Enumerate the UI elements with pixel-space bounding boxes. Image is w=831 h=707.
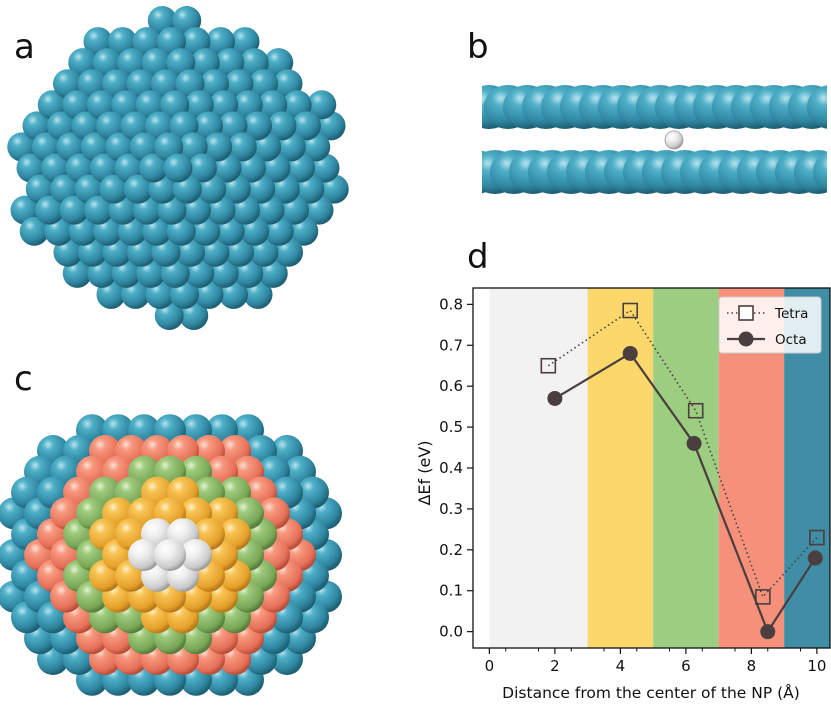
x-tick-label: 8 [747, 657, 757, 675]
legend-label: Octa [775, 332, 807, 348]
panel-label-c: c [14, 359, 33, 399]
atom-sphere [35, 195, 64, 225]
chart-band-2 [653, 288, 719, 648]
chart-series [540, 302, 825, 640]
y-tick-label: 0.3 [439, 500, 463, 518]
point-tetra [755, 589, 771, 605]
interstitial-atom [664, 130, 684, 150]
point-tetra [809, 529, 825, 546]
x-tick-label: 2 [550, 657, 560, 675]
atom-sphere [267, 111, 297, 141]
y-tick-label: 0.7 [439, 336, 463, 354]
y-axis-label: ΔEf (eV) [415, 440, 434, 505]
atom-sphere [203, 132, 233, 162]
y-tick-label: 0.8 [439, 295, 463, 313]
y-tick-label: 0.4 [439, 459, 463, 477]
point-tetra [687, 402, 704, 419]
panel-label-a: a [14, 27, 35, 67]
nanoparticle-cross-section-c [0, 414, 342, 696]
point-octa [622, 345, 638, 361]
point-octa [807, 550, 823, 566]
slab-atom [813, 152, 827, 192]
atom-sphere [59, 195, 89, 225]
point-tetra [540, 357, 557, 374]
point-octa [547, 390, 563, 406]
point-tetra [622, 302, 639, 319]
atom-sphere [163, 153, 193, 183]
slab-atom [807, 85, 827, 129]
atom-sphere [188, 153, 217, 183]
atom-sphere [139, 153, 168, 183]
x-tick-label: 6 [681, 657, 691, 675]
legend-label: Tetra [774, 306, 808, 322]
legend-marker [738, 331, 754, 347]
chart-band-0 [489, 288, 588, 648]
atom-sphere [307, 90, 337, 120]
point-octa [686, 435, 702, 451]
slab-render-b [482, 85, 827, 194]
x-tick-label: 10 [807, 657, 826, 675]
y-tick-label: 0.1 [439, 582, 463, 600]
x-tick-label: 4 [616, 657, 626, 675]
panel-label-d: d [467, 237, 489, 277]
legend-marker [738, 305, 754, 321]
panel-label-b: b [467, 27, 489, 67]
atom-sphere [19, 216, 49, 246]
nanoparticle-render-a [7, 6, 349, 330]
formation-energy-chart: 0 2 4 6 8 10 0.0 0.1 0.2 0.3 0.4 0.5 0.6 0.7 0.8 Dista… [415, 287, 831, 702]
y-tick-label: 0.6 [439, 377, 463, 395]
x-tick-label: 0 [485, 657, 495, 675]
atom-sphere [227, 132, 257, 162]
chart-ticks: 0 2 4 6 8 10 0.0 0.1 0.2 0.3 0.4 0.5 0.6 0.7 0.8 [439, 295, 826, 675]
atom-sphere [292, 111, 321, 141]
atom-sphere [99, 174, 129, 204]
point-octa [760, 624, 776, 640]
chart-band-1 [587, 288, 654, 648]
y-tick-label: 0.0 [439, 623, 463, 641]
atom-sphere [180, 539, 212, 571]
atom-sphere [123, 174, 153, 204]
atom-sphere [128, 539, 160, 571]
chart-legend: Tetra Octa [718, 296, 822, 354]
atom-sphere [243, 111, 272, 141]
y-tick-label: 0.2 [439, 541, 463, 559]
atom-sphere [154, 539, 186, 571]
x-axis-label: Distance from the center of the NP (Å) [502, 683, 800, 702]
y-tick-label: 0.5 [439, 418, 463, 436]
atom-sphere [84, 195, 113, 225]
